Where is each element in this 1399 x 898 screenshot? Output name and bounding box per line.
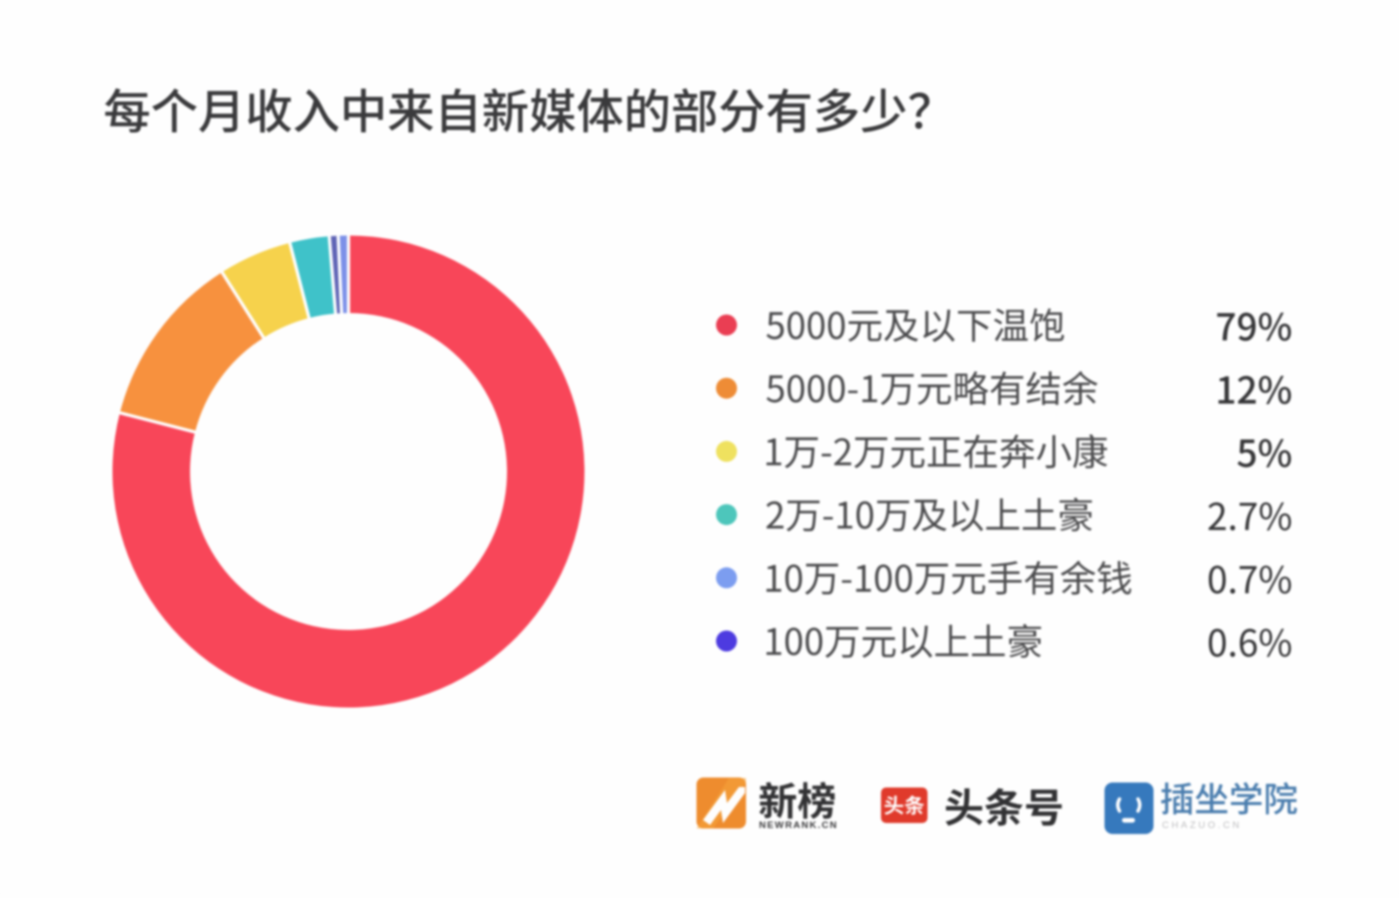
svg-text:NEWRANK.CN: NEWRANK.CN (759, 820, 838, 831)
svg-text:CHAZUO.CN: CHAZUO.CN (1162, 820, 1242, 831)
